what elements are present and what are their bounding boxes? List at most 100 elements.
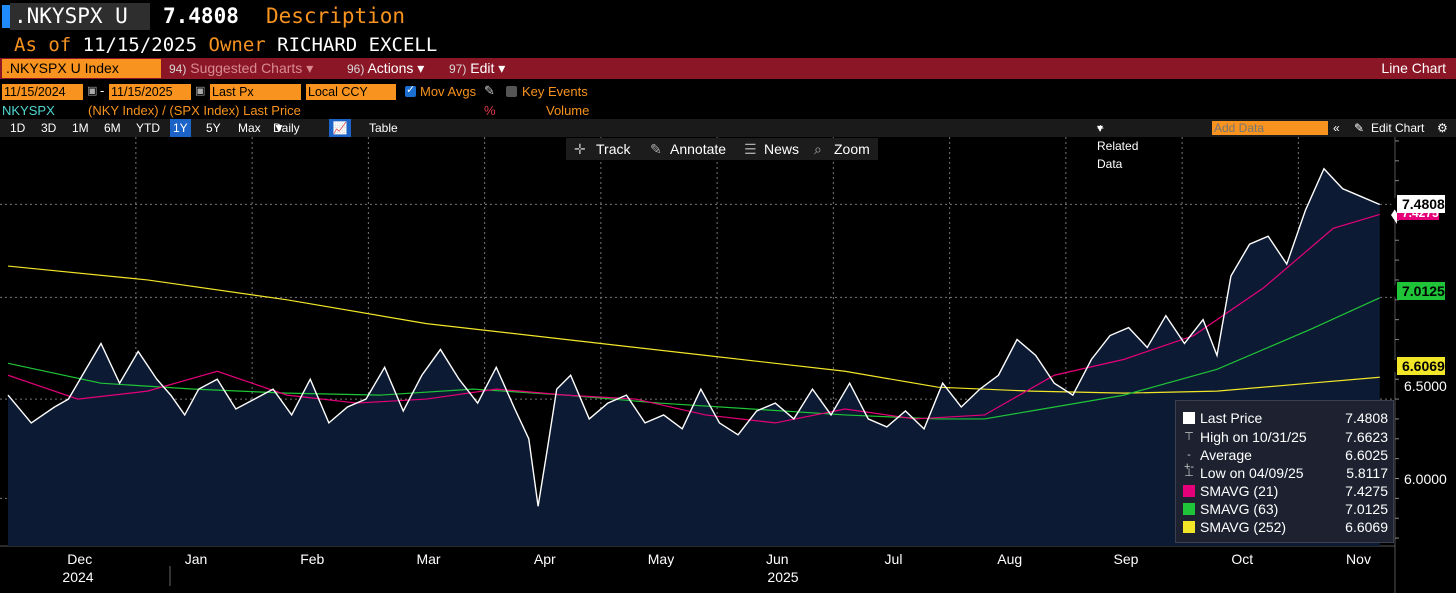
edit-chart-button[interactable]: Edit Chart (1371, 121, 1425, 135)
price-chart[interactable] (0, 137, 1456, 593)
date-dash: - (100, 83, 105, 98)
period-toolbar: 1D 3D 1M 6M YTD 1Y 5Y Max Daily ▼ 📈 Tabl… (0, 119, 1456, 171)
mov-avgs-label[interactable]: Mov Avgs (420, 84, 477, 99)
legend-high: ⊤ High on 10/31/25 7.6623 (1176, 428, 1395, 446)
x-tick-label: Jul (884, 551, 903, 567)
ticker-field[interactable]: .NKYSPX U (10, 3, 150, 30)
collapse-icon[interactable]: « (1333, 121, 1340, 135)
actions-label: Actions (367, 60, 414, 76)
y-tick-label: 6.5000 (1404, 378, 1447, 394)
gear-icon[interactable]: ⚙ (1437, 121, 1448, 135)
x-tick-label: Feb (300, 551, 325, 567)
mov-avgs-checkbox[interactable] (405, 86, 416, 97)
chevron-down-icon: ▾ (498, 60, 506, 76)
pencil-icon: ✎ (650, 141, 662, 157)
x-tick-label: Nov (1346, 551, 1371, 567)
related-data-button[interactable]: + Related Data ▾ (1097, 121, 1139, 171)
series-security: NKYSPX (2, 103, 55, 118)
legend-swatch (1183, 412, 1195, 424)
track-button[interactable]: Track (596, 141, 631, 157)
chart-controls: 11/15/2024 ▣ - 11/15/2025 ▣ Last Px Loca… (0, 83, 1456, 101)
chevron-down-icon: ▾ (306, 60, 314, 76)
x-tick-label: Oct (1231, 551, 1254, 567)
period-6m[interactable]: 6M (104, 121, 121, 135)
start-date-input[interactable]: 11/15/2024 (2, 84, 83, 100)
legend-value: 7.0125 (1345, 501, 1388, 517)
chart-type-label: Line Chart (1381, 60, 1446, 76)
suggested-label: Suggested Charts (190, 60, 303, 76)
news-button[interactable]: News (764, 141, 800, 157)
legend-swatch (1183, 503, 1195, 515)
check-icon: ✓ (406, 84, 416, 96)
legend-average: -+- Average 6.6025 (1176, 446, 1395, 473)
price-field-select[interactable]: Last Px (210, 84, 301, 100)
security-input[interactable]: .NKYSPX U Index (2, 59, 161, 78)
owner-label: Owner (208, 34, 266, 56)
legend-sma63: SMAVG (63) 7.0125 (1176, 500, 1395, 518)
x-tick-label: Dec (67, 551, 93, 567)
volume-label: Volume (546, 103, 590, 118)
period-1m[interactable]: 1M (72, 121, 89, 135)
suggested-charts-button[interactable]: 94) Suggested Charts ▾ (165, 59, 337, 78)
edit-button[interactable]: 97) Edit ▾ (445, 59, 509, 78)
series-line-smavg-63- (7, 297, 1380, 420)
legend-label: SMAVG (63) (1200, 501, 1279, 517)
legend-value: 5.8117 (1346, 465, 1388, 481)
edit-label: Edit (470, 60, 495, 76)
currency-select[interactable]: Local CCY (306, 84, 396, 100)
search-icon: ⌕ (814, 141, 822, 157)
annotate-button[interactable]: Annotate (670, 141, 727, 157)
last-price: 7.4808 (163, 4, 239, 28)
period-5y[interactable]: 5Y (206, 121, 221, 135)
legend-label: Average (1200, 447, 1252, 463)
pencil-icon[interactable]: ✎ (484, 83, 495, 98)
period-max[interactable]: Max (238, 121, 261, 135)
average-marker-icon: -+- (1183, 449, 1195, 473)
chart-tools-bar: ✛ Track ✎ Annotate ☰ News ⌕ Zoom (566, 138, 878, 160)
legend-sma252: SMAVG (252) 6.6069 (1176, 518, 1395, 536)
actions-num: 96) (347, 62, 365, 76)
as-of-label: As of (14, 34, 72, 56)
frequency-label: Daily (273, 121, 300, 135)
period-3d[interactable]: 3D (41, 121, 57, 135)
legend-value: 6.6069 (1345, 519, 1388, 535)
chart-legend: Last Price 7.4808 ⊤ High on 10/31/25 7.6… (1175, 400, 1394, 543)
news-icon: ☰ (744, 141, 757, 157)
period-1d[interactable]: 1D (10, 121, 26, 135)
period-ytd[interactable]: YTD (136, 121, 160, 135)
x-tick-label: May (647, 551, 675, 567)
calendar-icon[interactable]: ▣ (195, 85, 206, 97)
legend-label: SMAVG (252) (1200, 519, 1287, 535)
series-line-smavg-21- (7, 213, 1380, 424)
series-descriptor: NKYSPX (NKY Index) / (SPX Index) Last Pr… (0, 102, 1456, 119)
line-chart-icon[interactable]: 📈 (329, 119, 351, 137)
table-button[interactable]: Table (369, 121, 398, 135)
calendar-icon[interactable]: ▣ (87, 85, 98, 97)
frequency-select[interactable]: Daily ▼ (273, 121, 300, 135)
as-of-line: As of 11/15/2025 Owner RICHARD EXCELL (14, 33, 437, 57)
add-data-input[interactable] (1212, 121, 1328, 135)
actions-button[interactable]: 96) Actions ▾ (343, 59, 428, 78)
crosshair-icon: ✛ (574, 141, 586, 157)
chevron-down-icon: ▾ (417, 60, 425, 76)
period-1y[interactable]: 1Y (170, 119, 191, 137)
x-tick-label: Sep (1113, 551, 1139, 567)
price-area-fill (8, 168, 1380, 546)
legend-value: 6.6025 (1345, 447, 1388, 463)
legend-swatch (1183, 521, 1195, 533)
end-date-input[interactable]: 11/15/2025 (109, 84, 191, 100)
key-events-label[interactable]: Key Events (522, 84, 588, 99)
zoom-button[interactable]: Zoom (834, 141, 870, 157)
legend-label: Low on 04/09/25 (1200, 465, 1304, 481)
edit-num: 97) (449, 62, 467, 76)
legend-label: SMAVG (21) (1200, 483, 1279, 499)
key-events-checkbox[interactable] (506, 86, 517, 97)
x-tick-label: Mar (416, 551, 441, 567)
related-data-label: + Related Data (1097, 121, 1139, 171)
x-year-label: 2025 (767, 569, 799, 585)
pencil-icon[interactable]: ✎ (1354, 121, 1365, 135)
series-line-smavg-252- (7, 265, 1380, 394)
description-link[interactable]: Description (266, 4, 406, 28)
function-bar: .NKYSPX U Index 94) Suggested Charts ▾ 9… (0, 58, 1456, 79)
security-marker (2, 5, 10, 28)
